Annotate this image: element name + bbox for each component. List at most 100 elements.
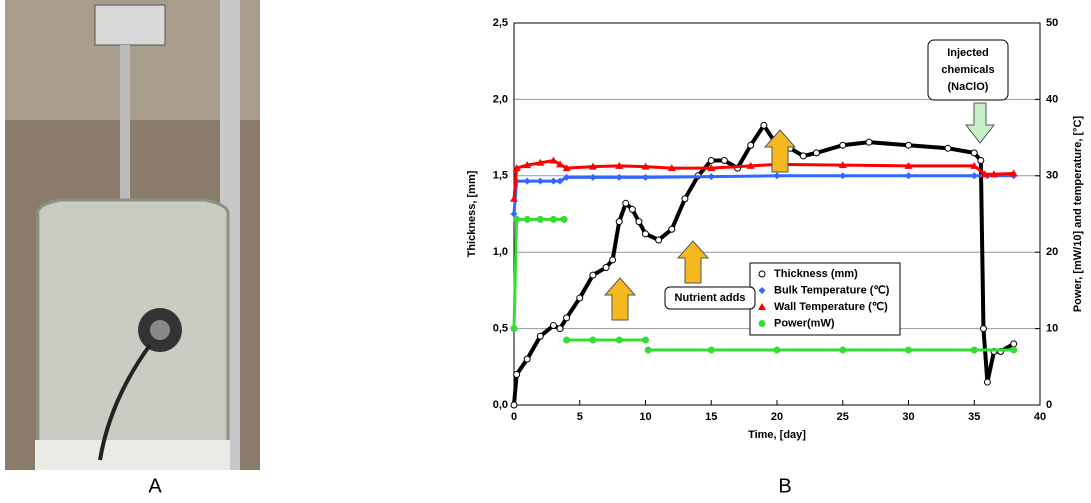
photo xyxy=(5,0,260,470)
point xyxy=(615,161,624,169)
x-axis-label: Time, [day] xyxy=(748,429,806,441)
point xyxy=(615,173,623,181)
panel-label: B xyxy=(778,475,791,497)
point xyxy=(536,215,544,223)
y2-tick-label: 30 xyxy=(1046,170,1058,182)
point xyxy=(635,218,643,226)
point xyxy=(523,177,531,185)
point xyxy=(1010,346,1018,354)
point xyxy=(510,194,518,202)
point xyxy=(589,271,597,279)
y2-tick-label: 40 xyxy=(1046,93,1058,105)
point xyxy=(644,346,652,354)
point xyxy=(707,173,715,181)
point xyxy=(563,173,571,181)
point xyxy=(773,172,781,180)
point xyxy=(615,336,623,344)
point xyxy=(758,303,766,310)
series-line xyxy=(512,174,1014,215)
point xyxy=(707,346,715,354)
annotation-box xyxy=(664,286,756,310)
point xyxy=(536,177,544,185)
point xyxy=(549,322,557,330)
point xyxy=(536,332,544,340)
point xyxy=(904,161,913,169)
point xyxy=(563,336,571,344)
legend-label: Thickness (mm) xyxy=(774,268,858,280)
x-tick-label: 30 xyxy=(902,411,914,423)
y-axis-label: Thickness, [mm] xyxy=(466,170,478,257)
point xyxy=(641,162,650,170)
point xyxy=(622,199,630,207)
x-tick-label: 20 xyxy=(771,411,783,423)
point xyxy=(720,157,728,165)
point xyxy=(523,215,531,223)
point xyxy=(838,161,847,169)
y-tick-label: 0,5 xyxy=(493,323,508,335)
point xyxy=(510,325,518,333)
annotation: (NaClO) xyxy=(948,81,989,93)
point xyxy=(609,256,617,264)
legend-box xyxy=(749,262,901,336)
legend-label: Bulk Temperature (℃) xyxy=(774,284,890,296)
point xyxy=(773,346,781,354)
y-tick-label: 1,5 xyxy=(493,170,508,182)
annotation: Nutrient adds xyxy=(675,292,746,304)
annotation-box xyxy=(927,39,1009,101)
point xyxy=(980,170,989,178)
point xyxy=(576,294,584,302)
point xyxy=(523,161,532,169)
point xyxy=(760,121,768,129)
point xyxy=(667,164,676,172)
point xyxy=(747,141,755,149)
point xyxy=(707,164,716,172)
point xyxy=(588,162,597,170)
point xyxy=(510,401,518,409)
point xyxy=(642,173,649,181)
point xyxy=(549,156,558,164)
y-tick-label: 1,0 xyxy=(493,246,508,258)
x-tick-label: 15 xyxy=(705,411,717,423)
point xyxy=(839,172,847,180)
point xyxy=(839,346,847,354)
point xyxy=(758,270,766,278)
point xyxy=(536,158,545,166)
point xyxy=(549,215,557,223)
point xyxy=(746,161,755,169)
point xyxy=(865,138,873,146)
point xyxy=(562,164,571,172)
x-tick-label: 40 xyxy=(1034,411,1046,423)
panel-label: A xyxy=(148,475,162,497)
y-tick-label: 0,0 xyxy=(493,399,508,411)
point xyxy=(977,157,985,165)
point xyxy=(905,172,912,180)
y2-tick-label: 20 xyxy=(1046,246,1058,258)
point xyxy=(615,218,623,226)
point xyxy=(589,173,597,181)
point xyxy=(556,177,564,185)
legend-label: Wall Temperature (℃) xyxy=(774,301,888,313)
point xyxy=(799,152,807,160)
x-tick-label: 5 xyxy=(577,411,583,423)
point xyxy=(510,210,518,218)
point xyxy=(655,236,663,244)
y2-tick-label: 0 xyxy=(1046,399,1052,411)
point xyxy=(681,195,689,203)
point xyxy=(642,230,649,238)
point xyxy=(628,205,636,213)
point xyxy=(556,160,565,168)
point xyxy=(1010,340,1018,348)
annotation: chemicals xyxy=(941,64,994,76)
x-tick-label: 10 xyxy=(639,411,651,423)
x-tick-label: 0 xyxy=(511,411,517,423)
point xyxy=(512,164,521,172)
y2-tick-label: 50 xyxy=(1046,17,1058,29)
point xyxy=(970,346,978,354)
series-line xyxy=(512,158,1014,199)
point xyxy=(812,149,820,157)
legend-label: Power(mW) xyxy=(774,317,835,329)
x-tick-label: 35 xyxy=(968,411,980,423)
point xyxy=(905,346,912,354)
y-tick-label: 2,0 xyxy=(493,93,508,105)
